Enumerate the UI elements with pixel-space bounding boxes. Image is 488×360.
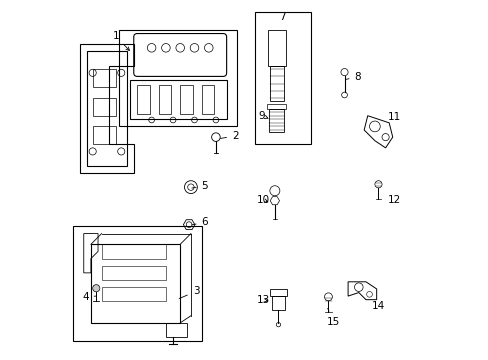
Text: 14: 14: [371, 301, 384, 311]
Bar: [268, 109, 283, 132]
Text: 9: 9: [258, 111, 267, 121]
Bar: [269, 289, 287, 296]
Text: 3: 3: [179, 286, 199, 298]
Text: 4: 4: [82, 292, 96, 302]
Bar: [102, 287, 165, 301]
Bar: [93, 126, 116, 144]
Bar: [102, 266, 165, 280]
Bar: [267, 30, 285, 66]
Bar: [159, 85, 171, 114]
Text: 13: 13: [257, 295, 270, 305]
Bar: [180, 85, 192, 114]
Text: 5: 5: [191, 181, 208, 190]
Bar: [102, 244, 165, 258]
Bar: [201, 85, 214, 114]
Text: 7: 7: [278, 12, 285, 22]
Text: 1: 1: [112, 31, 129, 50]
Bar: [87, 51, 126, 166]
Bar: [266, 104, 285, 109]
Bar: [255, 12, 310, 144]
Text: 15: 15: [326, 308, 339, 327]
Text: 6: 6: [191, 217, 208, 228]
Text: 10: 10: [257, 195, 269, 205]
Bar: [93, 98, 116, 116]
Bar: [93, 69, 116, 87]
Text: 2: 2: [220, 131, 238, 141]
Text: 11: 11: [387, 112, 400, 122]
Bar: [137, 85, 149, 114]
Bar: [271, 296, 285, 310]
Text: 8: 8: [345, 72, 361, 82]
Bar: [269, 66, 283, 102]
Bar: [73, 226, 201, 341]
Bar: [130, 80, 226, 119]
Text: 12: 12: [387, 195, 400, 204]
